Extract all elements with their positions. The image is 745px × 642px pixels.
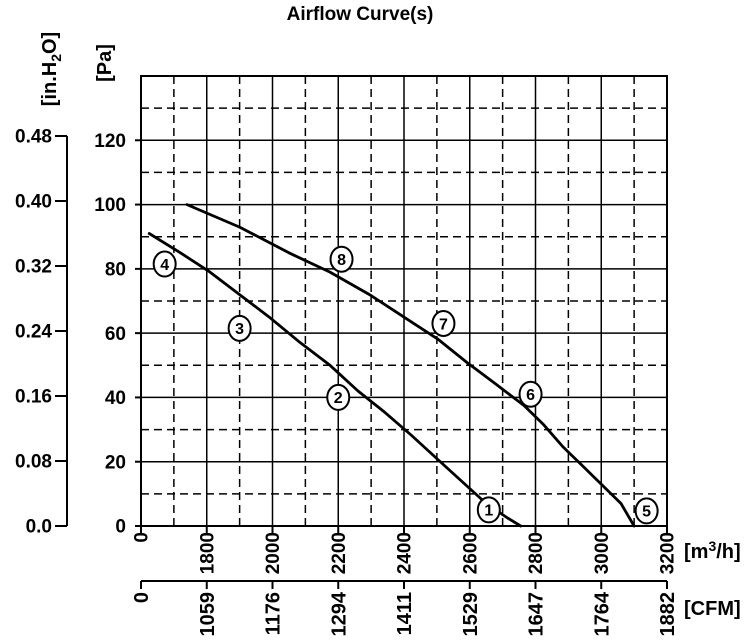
x-tick-label-m3h: 3000	[592, 532, 613, 574]
x-tick-label-m3h: 2400	[395, 532, 416, 574]
y-tick-label-inh2o: 0.16	[15, 387, 52, 408]
x-tick-label-m3h: 1800	[197, 532, 218, 574]
curve-marker-number: 2	[334, 390, 343, 407]
curve-marker-circle	[152, 250, 177, 278]
curve-marker-number: 1	[484, 503, 493, 520]
y-tick-label-inh2o: 0.48	[15, 127, 52, 148]
curve-marker-number: 3	[235, 321, 244, 338]
curve-marker: 1	[476, 496, 501, 524]
x-tick-label-m3h: 2200	[329, 532, 350, 574]
y-tick-label-pa: 0	[115, 517, 126, 538]
x-tick-label-m3h: 2800	[526, 532, 547, 574]
curve-marker: 6	[518, 380, 543, 408]
y-tick-label-inh2o: 0.24	[15, 322, 52, 343]
y-tick-label-pa: 60	[105, 324, 126, 345]
x-tick-label-cfm: 1764	[591, 591, 613, 636]
curve-marker-circle	[431, 310, 456, 337]
curve-marker-number: 8	[337, 252, 346, 269]
y-tick-label-pa: 40	[105, 388, 126, 409]
curve-marker-circle	[518, 380, 543, 408]
x-tick-label-cfm: 1647	[526, 592, 548, 637]
curve-marker: 2	[326, 383, 351, 411]
chart-title: Airflow Curve(s)	[286, 4, 434, 25]
curve-marker-circle	[634, 497, 659, 525]
x-tick-label-m3h: 3200	[658, 532, 679, 574]
y-tick-label-pa: 100	[94, 195, 126, 216]
curve-marker-number: 4	[160, 257, 169, 274]
x-tick-label-cfm: 1529	[460, 592, 482, 637]
y-axis-unit-inh2o: [in.H2O]	[39, 32, 64, 106]
x-axis-unit-m3h: [m3/h]	[684, 538, 741, 563]
curve-marker-number: 7	[439, 316, 448, 333]
y-tick-label-pa: 120	[94, 131, 126, 152]
curve-marker: 3	[227, 314, 252, 342]
x-tick-label-cfm: 1176	[263, 592, 285, 635]
y-tick-label-inh2o: 0.08	[15, 452, 52, 473]
x-tick-label-cfm: 1059	[197, 592, 219, 637]
x-tick-label-cfm: 1411	[394, 592, 416, 635]
x-tick-label-cfm: 0	[131, 592, 153, 603]
x-tick-label-cfm: 1882	[657, 592, 679, 637]
x-tick-label-cfm: 1294	[328, 591, 350, 636]
performance-curve-1	[147, 232, 523, 528]
y-tick-label-pa: 80	[105, 260, 126, 281]
performance-curve-2	[185, 203, 636, 528]
x-tick-label-m3h: 2000	[263, 532, 284, 574]
x-tick-label-m3h: 2600	[460, 532, 481, 574]
y-tick-label-pa: 20	[105, 452, 126, 473]
curve-marker: 8	[329, 245, 354, 273]
curve-marker: 4	[152, 250, 177, 278]
x-tick-label-m3h: 0	[132, 532, 153, 543]
y-axis-unit-pa: [Pa]	[94, 44, 116, 82]
curve-marker: 7	[431, 310, 456, 337]
curve-marker-circle	[329, 245, 354, 273]
curve-marker-circle	[227, 314, 252, 342]
curve-marker: 5	[634, 497, 659, 525]
x-axis-unit-cfm: [CFM]	[684, 598, 741, 620]
curve-marker-circle	[326, 383, 351, 411]
curve-marker-circle	[476, 496, 501, 524]
y-tick-label-inh2o: 0.32	[15, 257, 52, 278]
y-tick-label-inh2o: 0.0	[26, 517, 52, 538]
y-tick-label-inh2o: 0.40	[15, 192, 52, 213]
curve-marker-number: 6	[526, 387, 535, 404]
curve-marker-number: 5	[642, 504, 651, 521]
